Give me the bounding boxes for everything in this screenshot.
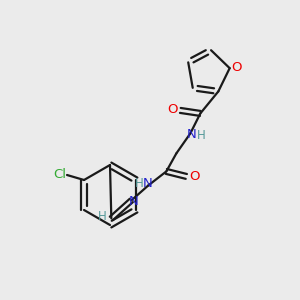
Text: Cl: Cl: [53, 167, 67, 181]
Text: H: H: [98, 210, 107, 223]
Text: N: N: [128, 195, 138, 208]
Text: H: H: [197, 129, 206, 142]
Text: O: O: [189, 170, 200, 183]
Text: N: N: [142, 177, 152, 190]
Text: H: H: [135, 177, 144, 190]
Text: N: N: [187, 128, 196, 141]
Text: O: O: [167, 103, 178, 116]
Text: O: O: [231, 61, 242, 74]
